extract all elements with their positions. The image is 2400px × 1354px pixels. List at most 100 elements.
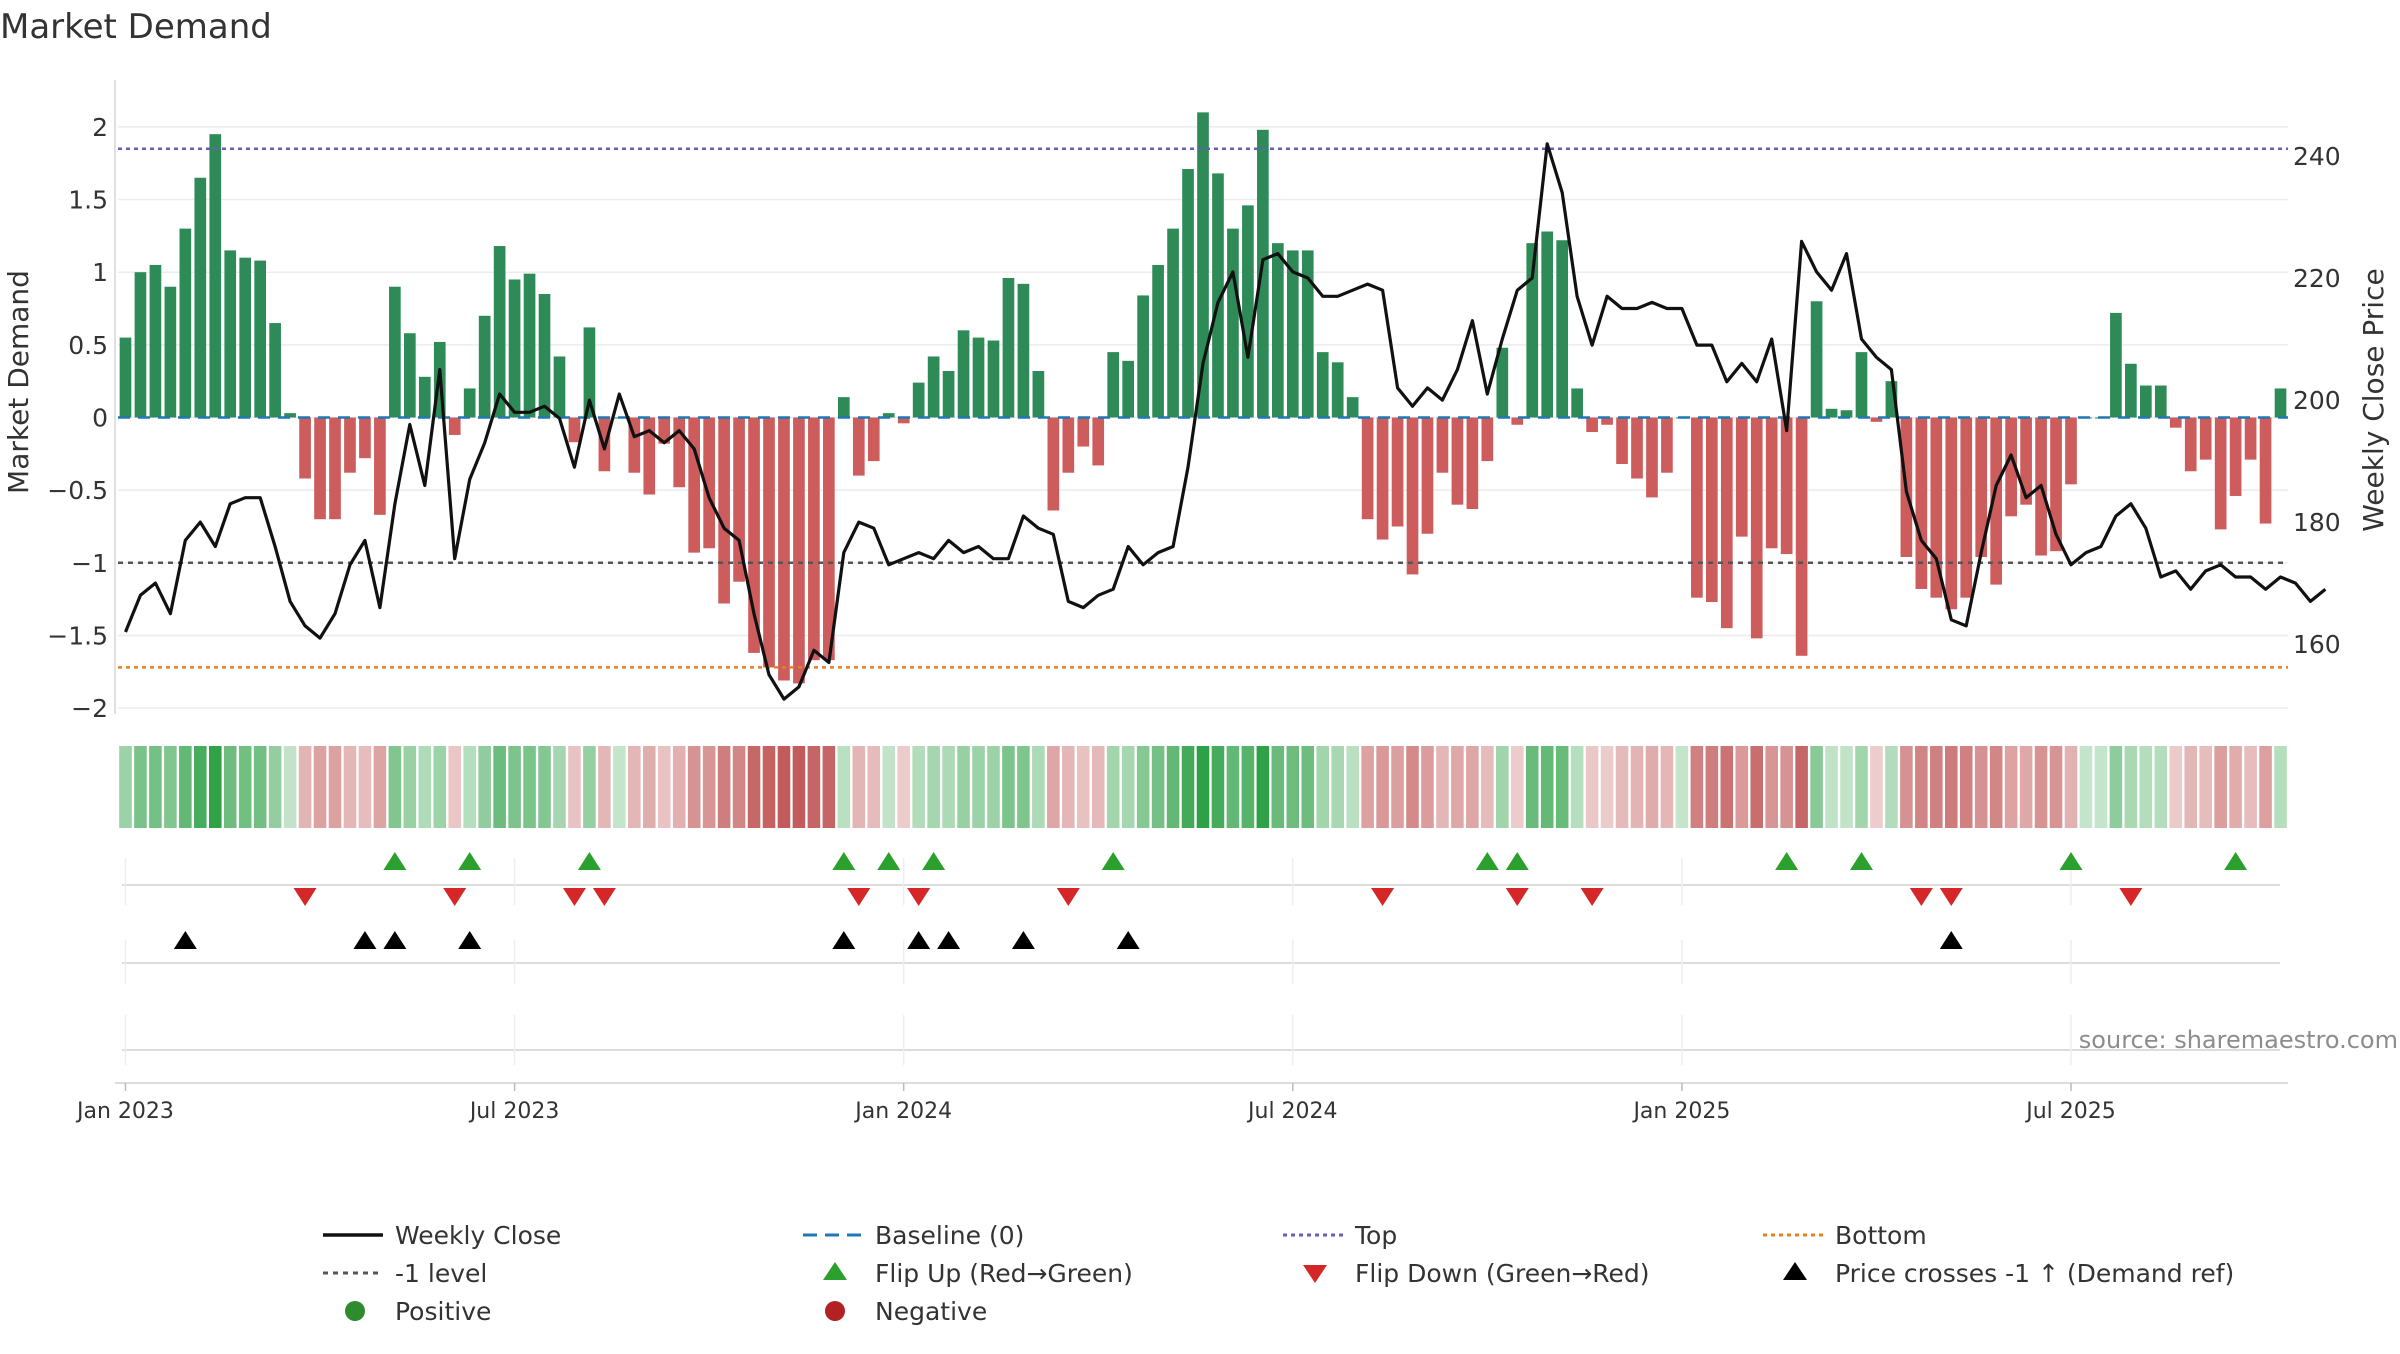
heat-strip-cell [1032, 746, 1045, 828]
demand-bar [314, 417, 326, 520]
demand-bar [643, 417, 656, 495]
heat-strip-cell [972, 746, 985, 828]
demand-bar [942, 371, 955, 418]
heat-strip-cell [1900, 746, 1913, 828]
heat-strip-cell [1570, 746, 1584, 828]
demand-bar [1930, 417, 1943, 598]
weekly-close-line [124, 142, 2327, 701]
heat-strip-cell [1630, 746, 1644, 828]
heat-strip-cell [987, 746, 1000, 828]
demand-bar [224, 250, 237, 418]
demand-bar [329, 417, 341, 520]
demand-bar [852, 417, 865, 476]
demand-bar [1870, 417, 1883, 422]
heat-strip-cell [1690, 746, 1704, 828]
legend-bottom-label: Bottom [1835, 1221, 1927, 1250]
demand-bar [1601, 417, 1613, 425]
heat-strip-cell [792, 746, 806, 828]
demand-bar [1436, 417, 1449, 473]
heat-strip-cell [1585, 746, 1599, 828]
demand-bar [179, 228, 192, 418]
demand-bar [733, 417, 745, 582]
demand-bar [1227, 228, 1239, 418]
flip-up-marker [832, 852, 856, 870]
demand-bar [2110, 312, 2122, 418]
x-tick-label: Jan 2025 [1631, 1099, 1730, 1124]
heat-strip-cell [1840, 746, 1853, 828]
demand-bar [673, 417, 686, 488]
heat-strip-cell [628, 746, 641, 828]
demand-bar [523, 273, 536, 418]
demand-bar [1691, 417, 1703, 598]
demand-bar [1661, 417, 1673, 473]
heat-strip-cell [343, 746, 357, 828]
demand-bar [1840, 410, 1853, 418]
y-tick-label-price: 240 [2293, 142, 2341, 171]
heat-strip-cell [538, 746, 551, 828]
flip-down-marker [1371, 888, 1395, 906]
demand-bar [119, 337, 132, 418]
heat-strip-cell [747, 746, 761, 828]
demand-bar [1945, 417, 1958, 610]
price-cross-marker [832, 931, 856, 949]
heat-strip-cell [1855, 746, 1868, 828]
heat-strip-cell [598, 746, 611, 828]
demand-bar [1586, 417, 1598, 433]
demand-bar [284, 413, 296, 418]
demand-bar [1556, 240, 1569, 418]
demand-bar [1361, 417, 1374, 520]
heat-strip-cell [119, 746, 132, 828]
price-cross-marker [383, 931, 407, 949]
demand-bar [1631, 417, 1643, 479]
flip-down-marker [907, 888, 931, 906]
heat-strip-cell [1391, 746, 1404, 828]
heat-strip-cell [508, 746, 521, 828]
price-cross-marker [1116, 931, 1140, 949]
heat-strip-cell [2064, 746, 2078, 828]
demand-bar [1047, 417, 1060, 511]
heat-strip-cell [642, 746, 656, 828]
y-tick-label-demand: −2 [71, 694, 108, 723]
heat-strip-cell [1286, 746, 1300, 828]
demand-bar [1152, 264, 1164, 418]
heat-strip-cell [403, 746, 417, 828]
demand-bar [1526, 243, 1539, 418]
y-tick-label-demand: 0 [92, 404, 108, 433]
legend-flip-down-icon [1303, 1265, 1327, 1283]
heat-strip-cell [1540, 746, 1554, 828]
heat-strip-cell [1989, 746, 2003, 828]
demand-bar [389, 286, 401, 418]
demand-bar [1990, 417, 2003, 585]
heat-strip-cell [1959, 746, 1973, 828]
heat-strip-cell [897, 746, 910, 828]
heat-strip-cell [493, 746, 506, 828]
demand-bar [1032, 371, 1045, 418]
y-axis-label-right: Weekly Close Price [2357, 268, 2390, 531]
heat-strip-cell [1496, 746, 1509, 828]
demand-bar [1331, 362, 1344, 418]
legend-negative-label: Negative [875, 1297, 987, 1326]
legend-positive-label: Positive [395, 1297, 491, 1326]
demand-bar [658, 417, 671, 444]
heat-strip-cell [1181, 746, 1195, 828]
demand-bar [1271, 243, 1284, 418]
flip-up-marker [1475, 852, 1499, 870]
demand-bar [418, 376, 431, 418]
flip-up-marker [458, 852, 482, 870]
heat-strip-cell [1720, 746, 1734, 828]
heat-strip-cell [2094, 746, 2108, 828]
chart-title: Market Demand [0, 7, 272, 47]
demand-bar [403, 333, 416, 418]
demand-bar [1286, 250, 1299, 418]
flip-up-marker [1849, 852, 1873, 870]
heat-strip-cell [179, 746, 192, 828]
heat-strip-cell [164, 746, 177, 828]
demand-bar [823, 417, 835, 661]
heat-strip-cell [1451, 746, 1464, 828]
heat-strip-cell [837, 746, 851, 828]
flip-down-marker [1909, 888, 1933, 906]
heat-strip-cell [717, 746, 731, 828]
demand-bar [1496, 347, 1509, 418]
heat-strip-cell [687, 746, 701, 828]
heat-strip-cell [1810, 746, 1823, 828]
